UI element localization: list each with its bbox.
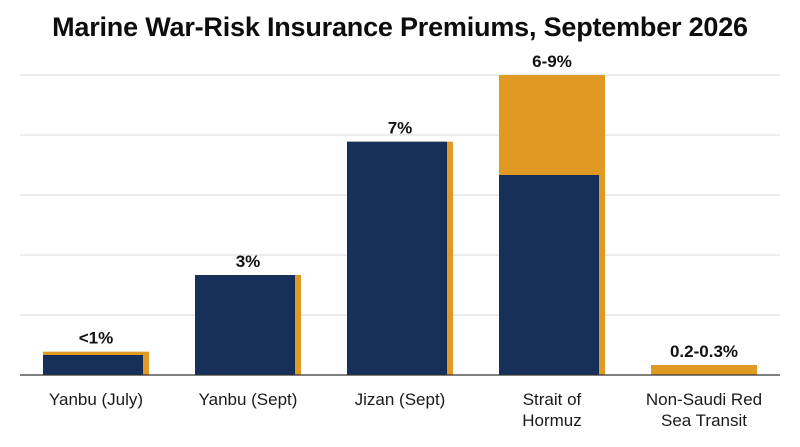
bar-0 <box>43 355 143 375</box>
bar-2 <box>347 141 447 375</box>
data-label-3: 6-9% <box>532 52 572 71</box>
data-label-2: 7% <box>388 119 413 138</box>
chart-title: Marine War-Risk Insurance Premiums, Sept… <box>52 12 748 42</box>
data-label-4: 0.2-0.3% <box>670 342 738 361</box>
x-tick-label-3-line-0: Strait of <box>523 390 582 409</box>
x-tick-label-4-line-1: Sea Transit <box>661 411 747 430</box>
data-label-1: 3% <box>236 252 261 271</box>
x-tick-label-3-line-1: Hormuz <box>522 411 582 430</box>
x-tick-label-0: Yanbu (July) <box>49 390 143 409</box>
x-tick-label-4-line-0: Non-Saudi Red <box>646 390 762 409</box>
data-label-0: <1% <box>79 329 114 348</box>
bar-3 <box>499 175 599 375</box>
bar-1 <box>195 275 295 375</box>
x-tick-label-2: Jizan (Sept) <box>355 390 446 409</box>
bar-range-4 <box>651 365 757 375</box>
x-tick-label-1: Yanbu (Sept) <box>199 390 298 409</box>
